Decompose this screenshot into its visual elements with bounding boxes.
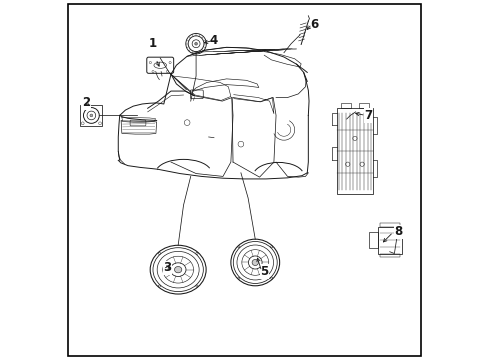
Bar	[340, 103, 351, 108]
Text: 7: 7	[364, 109, 371, 122]
Ellipse shape	[174, 266, 182, 273]
Circle shape	[90, 114, 93, 117]
Ellipse shape	[252, 260, 258, 266]
Text: 2: 2	[82, 96, 90, 109]
Bar	[380, 224, 399, 226]
Text: 4: 4	[209, 33, 218, 47]
Bar	[80, 105, 102, 126]
Text: 1: 1	[149, 37, 157, 50]
Bar	[358, 103, 368, 108]
Bar	[336, 108, 372, 194]
Text: 5: 5	[260, 265, 268, 278]
Text: 3: 3	[163, 261, 171, 274]
Circle shape	[194, 42, 197, 45]
Text: 6: 6	[310, 18, 318, 31]
Bar	[380, 253, 399, 257]
Bar	[377, 226, 402, 253]
Text: 8: 8	[394, 225, 402, 238]
Bar	[368, 232, 377, 248]
